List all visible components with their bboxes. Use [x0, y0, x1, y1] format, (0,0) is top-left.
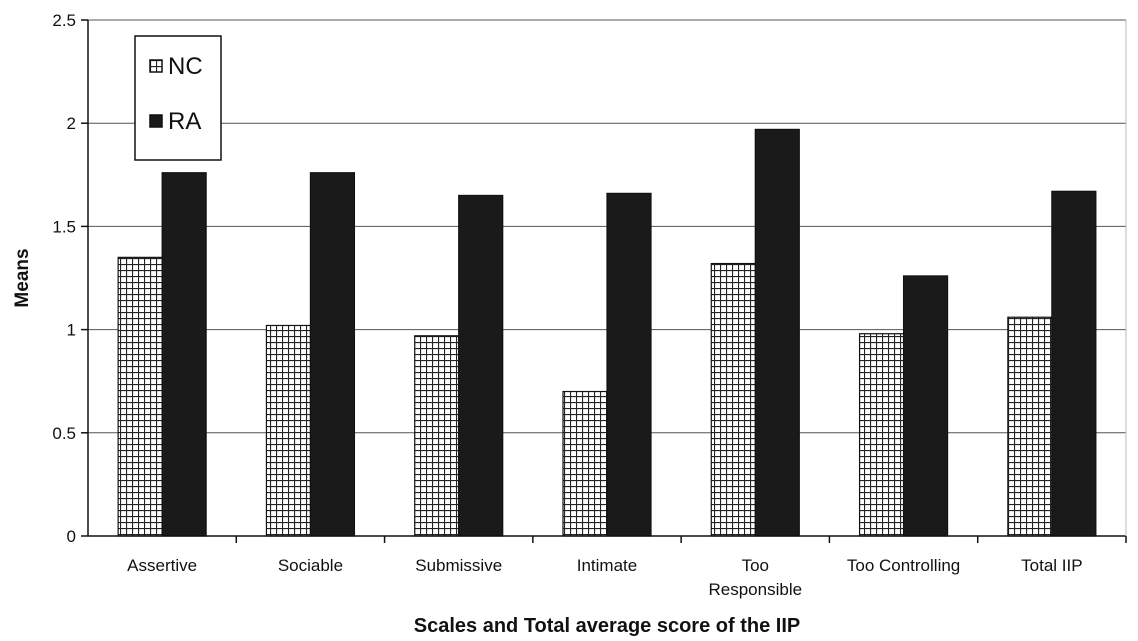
bar-ra-6: [1051, 190, 1097, 537]
y-tick-label: 1: [67, 321, 76, 340]
x-tick-label: Intimate: [577, 556, 637, 575]
bar-nc-1: [265, 324, 312, 537]
y-tick-label: 1.5: [52, 217, 76, 236]
x-tick-label: Sociable: [278, 556, 343, 575]
bar-ra-1: [309, 172, 356, 537]
bar-ra-0: [161, 172, 207, 537]
bar-nc-2: [414, 335, 460, 537]
y-tick-label: 2.5: [52, 11, 76, 30]
x-tick-label: Submissive: [415, 556, 502, 575]
x-tick-label: Responsible: [709, 580, 803, 599]
bar-ra-5: [902, 275, 949, 537]
y-axis-title: Means: [12, 248, 33, 307]
bar-nc-3: [562, 390, 608, 537]
legend-label-ra: RA: [168, 108, 201, 135]
bar-nc-4: [710, 262, 756, 537]
legend-box: [134, 35, 222, 161]
bar-ra-4: [754, 128, 800, 537]
bar-nc-0: [117, 256, 163, 537]
legend-label-nc: NC: [168, 53, 203, 80]
legend-swatch-ra: [149, 114, 163, 128]
x-tick-labels: Assertive Sociable Submissive Intimate Too Re…: [127, 556, 1082, 599]
x-tick-label: Total IIP: [1021, 556, 1082, 575]
legend-swatch-nc: [149, 59, 163, 73]
bar-nc-6: [1007, 316, 1053, 537]
x-tick-label: Assertive: [127, 556, 197, 575]
x-axis-title: Scales and Total average score of the II…: [414, 615, 800, 637]
y-tick-label: 0.5: [52, 424, 76, 443]
bar-ra-3: [606, 192, 652, 537]
bars: [117, 128, 1097, 537]
x-tick-label: Too Controlling: [847, 556, 960, 575]
legend: NC RA: [134, 35, 222, 161]
bar-ra-2: [458, 194, 504, 537]
axes: [81, 19, 1127, 543]
x-tick-label: Too: [742, 556, 769, 575]
bar-nc-5: [858, 333, 905, 537]
y-tick-label: 2: [67, 114, 76, 133]
y-tick-label: 0: [67, 527, 76, 546]
y-tick-labels: 0 0.5 1 1.5 2 2.5: [52, 11, 76, 546]
